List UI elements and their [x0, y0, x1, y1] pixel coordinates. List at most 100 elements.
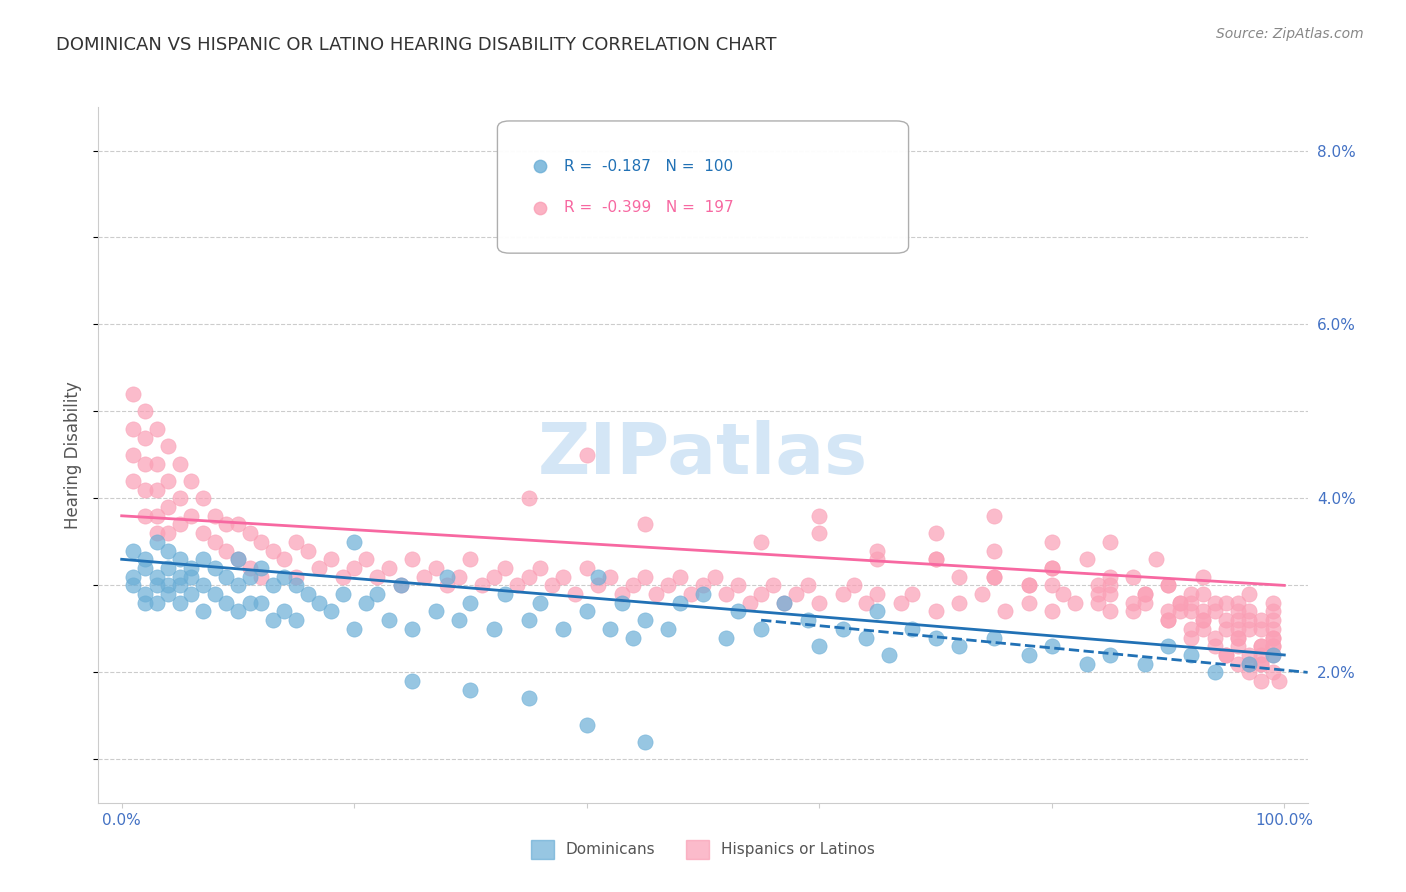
- Point: [924, 552, 946, 566]
- Point: [191, 552, 214, 566]
- Point: [413, 570, 436, 584]
- Point: [1239, 605, 1261, 619]
- Point: [1133, 587, 1156, 601]
- Point: [1215, 596, 1237, 610]
- Point: [285, 578, 308, 592]
- Point: [1018, 578, 1040, 592]
- Point: [575, 561, 598, 575]
- Point: [354, 596, 377, 610]
- Point: [191, 605, 214, 619]
- Point: [308, 596, 330, 610]
- Point: [1261, 665, 1284, 680]
- Point: [1215, 648, 1237, 662]
- Point: [378, 613, 401, 627]
- Point: [553, 570, 575, 584]
- Point: [169, 578, 191, 592]
- Point: [1261, 639, 1284, 653]
- Point: [343, 622, 366, 636]
- Point: [1226, 631, 1249, 645]
- Point: [134, 430, 156, 444]
- Point: [169, 457, 191, 471]
- Point: [1133, 596, 1156, 610]
- Point: [517, 613, 540, 627]
- Point: [1226, 596, 1249, 610]
- Point: [738, 596, 761, 610]
- Point: [517, 691, 540, 706]
- Point: [924, 526, 946, 541]
- Point: [180, 474, 202, 488]
- Point: [610, 596, 633, 610]
- Point: [122, 570, 145, 584]
- Point: [1250, 639, 1272, 653]
- Point: [273, 605, 295, 619]
- Point: [180, 508, 202, 523]
- Point: [226, 517, 249, 532]
- Point: [1261, 631, 1284, 645]
- Point: [1239, 657, 1261, 671]
- Point: [1215, 648, 1237, 662]
- Point: [1040, 639, 1063, 653]
- Point: [239, 526, 262, 541]
- Point: [134, 552, 156, 566]
- FancyBboxPatch shape: [498, 121, 908, 253]
- Point: [703, 570, 725, 584]
- Point: [983, 570, 1005, 584]
- Point: [169, 570, 191, 584]
- Point: [657, 578, 679, 592]
- Point: [773, 596, 796, 610]
- Point: [1204, 631, 1226, 645]
- Point: [1226, 631, 1249, 645]
- Point: [657, 622, 679, 636]
- Point: [1040, 534, 1063, 549]
- Point: [191, 578, 214, 592]
- Point: [180, 561, 202, 575]
- Point: [204, 508, 226, 523]
- Point: [796, 613, 818, 627]
- Point: [948, 570, 970, 584]
- Point: [145, 483, 167, 497]
- Point: [866, 552, 889, 566]
- Point: [1087, 596, 1109, 610]
- Point: [1157, 578, 1180, 592]
- Point: [773, 596, 796, 610]
- Point: [122, 448, 145, 462]
- Point: [122, 543, 145, 558]
- Text: ZIPatlas: ZIPatlas: [538, 420, 868, 490]
- Point: [1261, 631, 1284, 645]
- Point: [215, 543, 238, 558]
- Text: Source: ZipAtlas.com: Source: ZipAtlas.com: [1216, 27, 1364, 41]
- Point: [134, 561, 156, 575]
- Point: [1157, 613, 1180, 627]
- Point: [1250, 648, 1272, 662]
- Point: [494, 561, 516, 575]
- Point: [1180, 622, 1202, 636]
- Point: [785, 587, 807, 601]
- Point: [1215, 622, 1237, 636]
- Point: [239, 596, 262, 610]
- Point: [226, 552, 249, 566]
- Point: [250, 596, 273, 610]
- Point: [1018, 596, 1040, 610]
- Point: [668, 570, 690, 584]
- Point: [506, 578, 529, 592]
- Point: [389, 578, 412, 592]
- Point: [297, 543, 319, 558]
- Point: [808, 639, 831, 653]
- Point: [366, 587, 388, 601]
- Point: [1144, 552, 1167, 566]
- Point: [145, 457, 167, 471]
- Point: [1226, 622, 1249, 636]
- Point: [460, 596, 482, 610]
- Point: [1098, 587, 1121, 601]
- Point: [749, 534, 772, 549]
- Point: [169, 517, 191, 532]
- Point: [1192, 613, 1215, 627]
- Point: [599, 622, 621, 636]
- Point: [354, 552, 377, 566]
- Point: [460, 682, 482, 697]
- Text: DOMINICAN VS HISPANIC OR LATINO HEARING DISABILITY CORRELATION CHART: DOMINICAN VS HISPANIC OR LATINO HEARING …: [56, 36, 776, 54]
- Point: [1267, 674, 1289, 689]
- Point: [366, 570, 388, 584]
- Point: [621, 631, 644, 645]
- Point: [1239, 587, 1261, 601]
